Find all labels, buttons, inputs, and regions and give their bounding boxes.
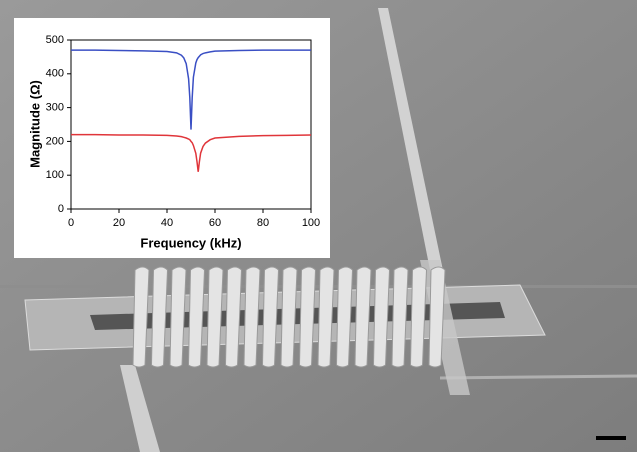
y-tick-label: 300 bbox=[46, 102, 64, 114]
y-tick-label: 500 bbox=[46, 34, 64, 46]
x-tick-label: 80 bbox=[257, 217, 269, 229]
y-axis-label: Magnitude (Ω) bbox=[27, 80, 42, 168]
figure: Frequency (kHz) Magnitude (Ω) 0 20 40 60 80 1… bbox=[0, 0, 637, 452]
x-tick-label: 0 bbox=[68, 217, 74, 229]
x-tick-label: 100 bbox=[302, 217, 320, 229]
coil bbox=[133, 267, 445, 367]
y-tick-label: 200 bbox=[46, 135, 64, 147]
x-axis-label: Frequency (kHz) bbox=[140, 235, 241, 250]
x-tick-label: 60 bbox=[209, 217, 221, 229]
x-tick-label: 20 bbox=[113, 217, 125, 229]
scale-bar bbox=[596, 436, 626, 440]
y-tick-label: 400 bbox=[46, 68, 64, 80]
x-tick-label: 40 bbox=[161, 217, 173, 229]
y-tick-label: 100 bbox=[46, 169, 64, 181]
y-tick-label: 0 bbox=[58, 203, 64, 215]
